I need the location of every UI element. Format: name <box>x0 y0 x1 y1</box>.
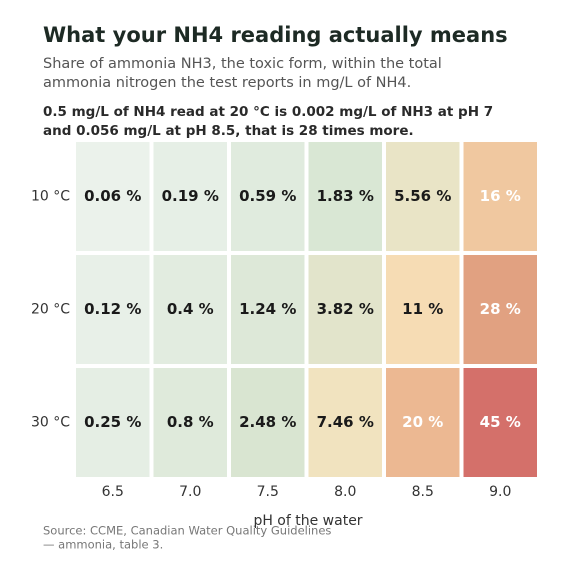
subtitle: ammonia nitrogen the test reports in mg/… <box>43 75 411 91</box>
heatmap-cell <box>231 255 305 364</box>
value-label: 0.12 % <box>84 300 141 318</box>
x-axis-label: pH of the water <box>253 513 362 529</box>
x-tick-label: 8.5 <box>412 484 434 500</box>
source: Source: CCME, Canadian Water Quality Gui… <box>43 524 331 538</box>
value-label: 0.59 % <box>239 187 296 205</box>
annotation: and 0.056 mg/L at pH 8.5, that is 28 tim… <box>43 123 414 139</box>
y-tick-label: 10 °C <box>31 189 70 205</box>
value-label: 28 % <box>480 300 521 318</box>
x-tick-label: 7.0 <box>179 484 201 500</box>
value-label: 7.46 % <box>317 413 374 431</box>
value-label: 3.82 % <box>317 300 374 318</box>
value-label: 5.56 % <box>394 187 451 205</box>
annotation: 0.5 mg/L of NH4 read at 20 °C is 0.002 m… <box>43 104 493 120</box>
heatmap-cell <box>386 142 460 251</box>
heatmap-cell <box>463 255 537 364</box>
value-label: 0.06 % <box>84 187 141 205</box>
heatmap-cell <box>386 255 460 364</box>
heatmap-cell <box>76 255 150 364</box>
heatmap-cell <box>231 142 305 251</box>
x-tick-label: 9.0 <box>489 484 511 500</box>
heatmap-cell <box>463 368 537 477</box>
value-label: 0.25 % <box>84 413 141 431</box>
chart-title: What your NH4 reading actually means <box>43 23 508 47</box>
y-tick-label: 20 °C <box>31 302 70 318</box>
heatmap-cell <box>386 368 460 477</box>
heatmap-cell <box>153 142 227 251</box>
value-label: 1.83 % <box>317 187 374 205</box>
value-label: 1.24 % <box>239 300 296 318</box>
value-label: 0.4 % <box>167 300 214 318</box>
value-label: 0.19 % <box>162 187 219 205</box>
heatmap-cell <box>231 368 305 477</box>
heatmap-cell <box>463 142 537 251</box>
heatmap-cell <box>308 368 382 477</box>
value-label: 0.8 % <box>167 413 214 431</box>
x-tick-label: 7.5 <box>257 484 279 500</box>
heatmap-cell <box>153 255 227 364</box>
y-tick-label: 30 °C <box>31 415 70 431</box>
value-label: 16 % <box>480 187 521 205</box>
value-label: 20 % <box>402 413 443 431</box>
heatmap-cell <box>76 142 150 251</box>
heatmap-cell <box>153 368 227 477</box>
subtitle: Share of ammonia NH3, the toxic form, wi… <box>43 56 442 72</box>
heatmap-cell <box>76 368 150 477</box>
x-tick-label: 6.5 <box>102 484 124 500</box>
heatmap-cell <box>308 255 382 364</box>
value-label: 2.48 % <box>239 413 296 431</box>
value-label: 45 % <box>480 413 521 431</box>
heatmap-cell <box>308 142 382 251</box>
value-label: 11 % <box>402 300 443 318</box>
x-tick-label: 8.0 <box>334 484 356 500</box>
source: — ammonia, table 3. <box>43 538 163 552</box>
